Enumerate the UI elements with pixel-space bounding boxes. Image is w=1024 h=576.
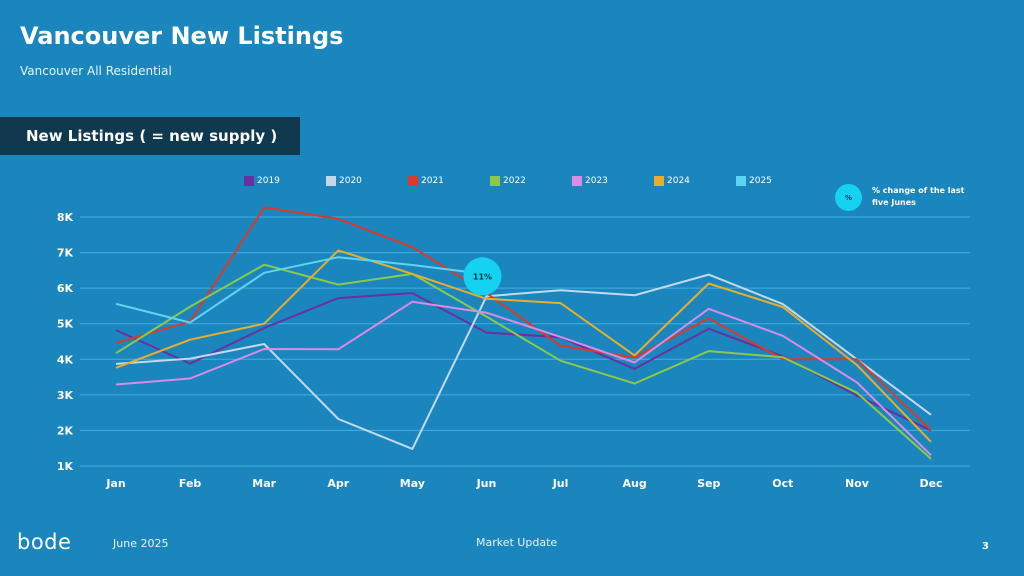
legend-swatch xyxy=(326,176,336,186)
annotation-bubble xyxy=(463,257,502,296)
brand-logo: bode xyxy=(17,530,72,554)
series-line-2020 xyxy=(115,273,932,450)
x-tick-label: Dec xyxy=(919,477,942,490)
y-tick-label: 7K xyxy=(57,247,74,260)
series-line-2023 xyxy=(115,300,932,457)
y-tick-label: 8K xyxy=(57,211,74,224)
legend-label: 2024 xyxy=(667,176,690,186)
x-tick-label: Oct xyxy=(772,477,793,490)
legend-item: 2021 xyxy=(408,174,444,188)
y-tick-label: 2K xyxy=(57,424,74,437)
series-line-2022 xyxy=(115,263,932,460)
legend-swatch xyxy=(244,176,254,186)
y-tick-label: 1K xyxy=(57,460,74,473)
x-tick-label: Jul xyxy=(552,477,569,490)
x-tick-label: Mar xyxy=(252,477,276,490)
legend-label: 2019 xyxy=(257,176,280,186)
x-tick-label: May xyxy=(400,477,425,490)
y-tick-label: 6K xyxy=(57,282,74,295)
legend-label: 2021 xyxy=(421,176,444,186)
x-tick-label: Feb xyxy=(179,477,202,490)
x-tick-label: Apr xyxy=(327,477,349,490)
legend-swatch xyxy=(490,176,500,186)
legend-label: 2025 xyxy=(749,176,772,186)
series-line-2021 xyxy=(115,206,932,431)
legend-swatch xyxy=(654,176,664,186)
legend-item: 2025 xyxy=(736,174,772,188)
page-title: Vancouver New Listings xyxy=(20,22,344,50)
legend-label: 2020 xyxy=(339,176,362,186)
legend-item: 2023 xyxy=(572,174,608,188)
annotation-label: 11% xyxy=(473,272,492,281)
legend-swatch xyxy=(736,176,746,186)
y-tick-label: 5K xyxy=(57,318,74,331)
section-label: New Listings ( = new supply ) xyxy=(26,127,278,145)
section-banner: New Listings ( = new supply ) xyxy=(0,117,300,155)
legend-swatch xyxy=(408,176,418,186)
page-number: 3 xyxy=(982,541,989,552)
legend-swatch xyxy=(572,176,582,186)
footer-date: June 2025 xyxy=(113,537,169,550)
legend-label: 2022 xyxy=(503,176,526,186)
y-tick-label: 3K xyxy=(57,389,74,402)
legend-item: 2020 xyxy=(326,174,362,188)
page-subtitle: Vancouver All Residential xyxy=(20,64,172,78)
percent-note-text: % change of the last five Junes xyxy=(872,186,965,207)
x-tick-label: Nov xyxy=(845,477,870,490)
legend-item: 2024 xyxy=(654,174,690,188)
x-tick-label: Jan xyxy=(105,477,125,490)
x-tick-label: Jun xyxy=(476,477,497,490)
legend-item: 2022 xyxy=(490,174,526,188)
x-tick-label: Sep xyxy=(697,477,720,490)
legend-item: 2019 xyxy=(244,174,280,188)
footer-title: Market Update xyxy=(476,536,558,549)
x-tick-label: Aug xyxy=(623,477,647,490)
series-line-2019 xyxy=(115,292,932,432)
series-line-2025 xyxy=(115,256,487,324)
series-line-2024 xyxy=(115,249,932,443)
y-tick-label: 4K xyxy=(57,353,74,366)
percent-note-icon: % xyxy=(835,184,862,211)
legend-label: 2023 xyxy=(585,176,608,186)
